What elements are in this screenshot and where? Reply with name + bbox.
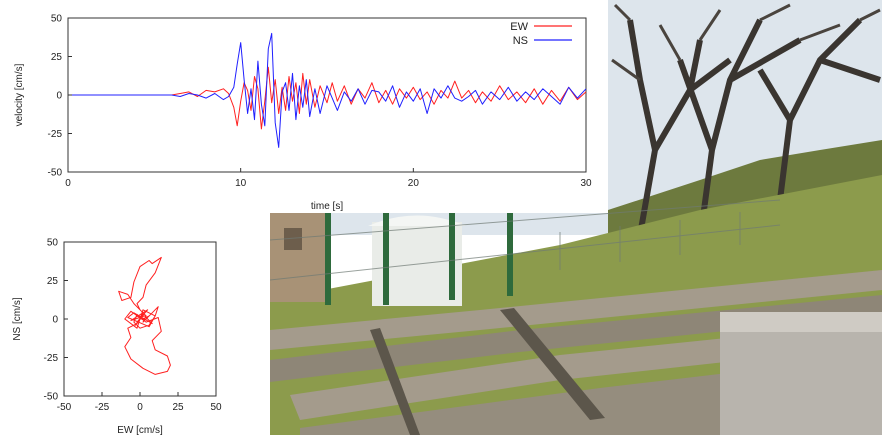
ts-xlabel: time [s] <box>311 201 343 212</box>
orbit-xtick-label: -25 <box>95 402 110 413</box>
ts-ytick-label: -50 <box>48 168 63 179</box>
photo-building <box>270 212 330 302</box>
ts-legend: EW NS <box>510 21 572 47</box>
ts-ytick-label: -25 <box>48 129 63 140</box>
orbit-ytick-label: 0 <box>52 315 58 326</box>
ts-ytick-label: 25 <box>51 52 63 63</box>
ts-xtick-label: 0 <box>65 178 71 189</box>
photo-stone-block <box>720 312 882 435</box>
legend-label-ew: EW <box>510 21 528 33</box>
orbit-xtick-label: 0 <box>137 402 143 413</box>
photo-tree-branches <box>611 3 881 82</box>
orbit-ytick-label: 50 <box>47 238 59 249</box>
orbit-xtick-label: -50 <box>57 402 72 413</box>
ts-xtick-label: 30 <box>580 178 592 189</box>
photo-tree <box>627 17 881 241</box>
orbit-series-group <box>118 256 171 375</box>
ts-series-ns <box>68 32 587 148</box>
ts-ticks-group: 0 10 20 30 50 25 0 -25 -50 <box>48 14 592 190</box>
photo-chainlink <box>269 199 781 281</box>
ts-ytick-label: 50 <box>51 14 63 25</box>
ts-series-group <box>68 32 587 148</box>
velocity-timeseries-panel: 0 10 20 30 50 25 0 -25 -50 EW NS time [s] veloci… <box>0 0 608 213</box>
orbit-xlabel: EW [cm/s] <box>117 425 163 435</box>
particle-orbit-chart: -50 -25 0 25 50 50 25 0 -25 -50 EW [cm/s] NS [cm/… <box>12 238 222 437</box>
particle-orbit-panel: -50 -25 0 25 50 50 25 0 -25 -50 EW [cm/s] NS [cm/… <box>0 213 270 437</box>
ts-xtick-label: 10 <box>235 178 247 189</box>
ts-xtick-label: 20 <box>408 178 420 189</box>
photo-stone-block-top <box>720 312 882 332</box>
photo-shelter-roof <box>368 215 466 226</box>
orbit-ytick-label: -25 <box>44 353 59 364</box>
ts-ylabel: velocity [cm/s] <box>14 63 25 126</box>
orbit-xtick-label: 25 <box>172 402 184 413</box>
orbit-ytick-label: 25 <box>47 276 59 287</box>
orbit-series-0 <box>118 256 171 375</box>
orbit-ticks-group: -50 -25 0 25 50 50 25 0 -25 -50 <box>44 238 222 414</box>
velocity-timeseries-chart: 0 10 20 30 50 25 0 -25 -50 EW NS time [s] veloci… <box>14 14 592 213</box>
orbit-ytick-label: -50 <box>44 392 59 403</box>
ts-series-ew <box>68 66 587 130</box>
legend-label-ns: NS <box>513 35 528 47</box>
orbit-ylabel: NS [cm/s] <box>12 297 23 341</box>
photo-fence <box>325 210 513 305</box>
photo-building-window <box>284 228 302 250</box>
orbit-xtick-label: 50 <box>210 402 222 413</box>
ts-ytick-label: 0 <box>56 91 62 102</box>
